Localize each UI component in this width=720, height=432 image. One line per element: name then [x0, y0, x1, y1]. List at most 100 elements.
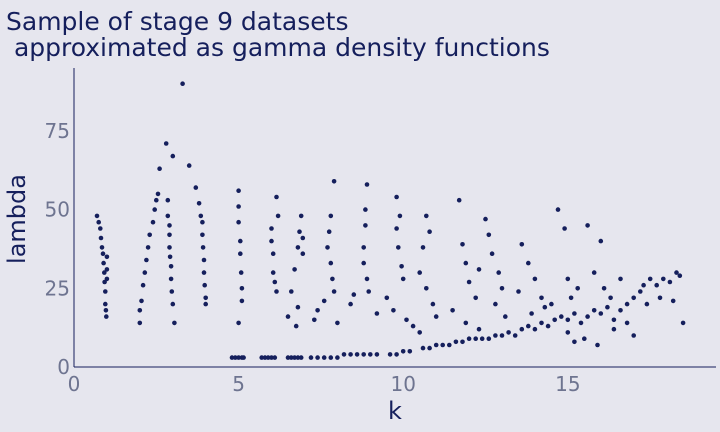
- data-point: [104, 314, 109, 319]
- data-point: [476, 267, 482, 272]
- data-point: [94, 213, 100, 219]
- data-point: [460, 339, 465, 345]
- data-point: [420, 245, 426, 250]
- data-point: [466, 279, 472, 285]
- data-point: [363, 207, 368, 212]
- data-point: [167, 254, 173, 260]
- data-point: [155, 191, 161, 197]
- data-point: [196, 201, 202, 206]
- data-point: [631, 295, 636, 301]
- data-point: [335, 355, 340, 360]
- data-point: [562, 226, 567, 231]
- data-point: [417, 330, 423, 335]
- data-point: [565, 317, 571, 323]
- data-point: [565, 330, 571, 335]
- data-point: [170, 153, 176, 159]
- data-point: [295, 355, 301, 360]
- data-point: [463, 320, 469, 326]
- data-point: [144, 257, 149, 263]
- y-tick-label: 0: [57, 355, 70, 379]
- data-point: [450, 308, 455, 313]
- data-point: [167, 223, 172, 228]
- data-point: [641, 282, 646, 288]
- data-point: [394, 226, 399, 231]
- data-point: [572, 339, 577, 345]
- data-point: [300, 235, 306, 241]
- data-point: [269, 355, 274, 360]
- data-point: [545, 323, 551, 329]
- data-point: [361, 245, 367, 250]
- data-point: [354, 352, 360, 357]
- data-point: [147, 232, 152, 238]
- data-point: [433, 342, 439, 348]
- data-point: [605, 304, 610, 310]
- data-point: [532, 276, 538, 282]
- data-point: [572, 311, 577, 316]
- data-point: [200, 245, 206, 250]
- chart-title-line-1: Sample of stage 9 datasets: [6, 7, 348, 36]
- data-point: [270, 251, 276, 256]
- data-point: [618, 276, 623, 282]
- data-point: [104, 267, 110, 272]
- data-point: [364, 182, 370, 187]
- data-point: [328, 213, 334, 219]
- data-point: [104, 254, 110, 260]
- data-point: [198, 213, 204, 219]
- data-point: [397, 213, 403, 219]
- data-point: [631, 333, 636, 338]
- data-point: [519, 242, 525, 247]
- data-point: [519, 326, 525, 332]
- data-point: [424, 286, 429, 291]
- data-point: [529, 311, 534, 316]
- data-point: [361, 260, 367, 266]
- data-point: [270, 270, 276, 275]
- data-point: [239, 286, 245, 291]
- data-point: [180, 81, 185, 86]
- data-point: [292, 355, 297, 360]
- data-point: [348, 301, 353, 307]
- data-point: [476, 326, 482, 332]
- data-point: [335, 320, 340, 326]
- chart-title-line-2: approximated as gamma density functions: [6, 33, 550, 62]
- data-point: [236, 355, 241, 360]
- data-point: [512, 333, 518, 338]
- data-point: [384, 295, 390, 301]
- data-point: [168, 264, 174, 269]
- data-point: [624, 320, 630, 326]
- data-point: [400, 276, 406, 282]
- x-tick-label: 5: [232, 372, 245, 396]
- data-point: [315, 308, 320, 313]
- data-point: [236, 320, 241, 326]
- data-point: [229, 355, 235, 360]
- data-point: [374, 352, 380, 357]
- data-point: [289, 355, 294, 360]
- data-point: [99, 245, 105, 250]
- data-point: [275, 213, 281, 219]
- data-point: [103, 289, 108, 294]
- data-point: [238, 251, 243, 256]
- data-point: [201, 257, 207, 263]
- data-point: [575, 286, 580, 291]
- data-point: [285, 355, 291, 360]
- data-point: [202, 282, 207, 288]
- data-point: [200, 219, 205, 225]
- data-point: [399, 264, 404, 269]
- data-point: [361, 352, 367, 357]
- data-point: [139, 298, 144, 304]
- data-point: [549, 301, 554, 307]
- data-point: [315, 355, 320, 360]
- data-point: [387, 352, 393, 357]
- data-point: [321, 298, 327, 304]
- data-point: [654, 282, 659, 288]
- data-point: [172, 320, 177, 326]
- y-tick-label: 75: [45, 119, 70, 143]
- y-tick-label: 25: [45, 276, 70, 300]
- data-point: [661, 276, 666, 282]
- data-point: [98, 226, 103, 231]
- data-point: [169, 289, 175, 294]
- y-tick-label: 50: [45, 198, 70, 222]
- data-point: [601, 286, 607, 291]
- data-point: [325, 245, 330, 250]
- data-point: [328, 355, 334, 360]
- data-point: [404, 317, 409, 323]
